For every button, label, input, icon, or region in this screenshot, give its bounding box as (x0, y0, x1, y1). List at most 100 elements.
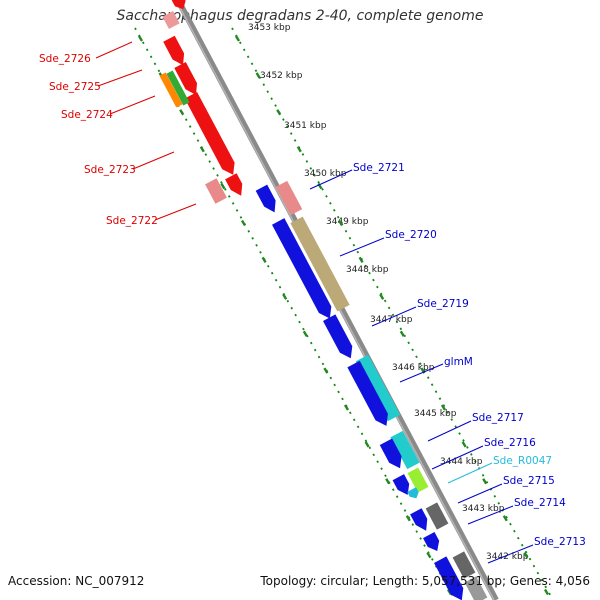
scale-tick-label: 3452 kbp (260, 71, 303, 81)
left-label-leader (95, 41, 133, 59)
right-label-leader (457, 483, 503, 504)
right-gene-label: Sde_2715 (503, 475, 555, 487)
right-gene-label: Sde_2720 (385, 229, 437, 241)
right-label-leader (431, 445, 484, 470)
left-track-dash (179, 109, 185, 116)
right-track-dash (296, 146, 302, 153)
genome-summary: Topology: circular; Length: 5,057,531 bp… (260, 574, 590, 588)
left-label-leader (154, 203, 197, 221)
left-gene-label: Sde_2726 (39, 53, 91, 65)
left-track-dash (261, 256, 267, 264)
gene-sde-2725-green (166, 70, 190, 106)
right-track-dash (255, 72, 261, 79)
right-track-dash (358, 256, 364, 264)
left-track-dash (405, 515, 411, 522)
gene-sde-2720 (271, 218, 332, 319)
left-gene-label: Sde_2724 (61, 109, 113, 121)
right-track-dash (440, 404, 447, 411)
scale-tick-label: 3450 kbp (304, 169, 347, 179)
left-track-dash (220, 182, 226, 190)
gene-labels: Sde_2726 Sde_2725 Sde_2724 Sde_2723 Sde_2722… (39, 41, 586, 564)
left-label-leader (109, 95, 156, 115)
right-gene-label: Sde_2713 (534, 536, 586, 548)
gene-partial-top (171, 0, 186, 10)
scale-tick-label: 3445 kbp (414, 409, 457, 419)
scale-tick-label: 3444 kbp (440, 457, 483, 467)
right-label-leader (467, 505, 514, 525)
left-track-dash (343, 404, 350, 411)
scale-tick-label: 3451 kbp (284, 121, 327, 131)
gene-sde-2713 (434, 556, 464, 600)
right-gene-label: glmM (444, 356, 473, 368)
left-track-dash (240, 219, 247, 227)
rna-sde-r0047-arrow (407, 487, 419, 499)
gene-sde-2722-pink (205, 178, 227, 204)
right-track-dash (276, 109, 282, 116)
right-label-leader (339, 237, 385, 257)
gene-sde-2713-grey (452, 551, 476, 579)
left-label-leader (97, 69, 143, 87)
scale-tick-label: 3442 kbp (486, 552, 529, 562)
left-track-dash (199, 146, 205, 153)
gene-sde-2715 (410, 508, 428, 531)
gene-sde-2719 (323, 314, 353, 359)
right-track-dash (523, 551, 529, 559)
left-label-leader (132, 151, 175, 170)
scale-tick-label: 3446 kbp (392, 363, 435, 373)
gene-partial-grey (464, 576, 488, 600)
left-track-dash (385, 478, 391, 485)
gene-sde-2726 (163, 35, 185, 66)
scale-ticks: 3453 kbp 3452 kbp 3451 kbp 3450 kbp 3449 kbp… (137, 23, 550, 596)
right-label-leader (427, 420, 472, 442)
left-gene-label: Sde_2722 (106, 215, 158, 227)
gene-sde-2717 (379, 438, 402, 469)
gene-sde-2725-orange (159, 72, 183, 108)
right-track-dash (379, 293, 385, 300)
left-track-dash (426, 551, 432, 559)
gene-partial-pink-top (162, 11, 180, 29)
rna-sde-r0047-green (407, 467, 429, 493)
right-track-dash (234, 35, 241, 42)
right-gene-label: Sde_2719 (417, 298, 469, 310)
gene-sde-2720-tan (290, 216, 350, 312)
right-label-leader (399, 363, 444, 383)
gene-sde-2716-cyan (390, 430, 420, 470)
left-track-dash (323, 367, 329, 374)
gene-sde-2714 (423, 532, 440, 551)
right-track-dash (482, 478, 488, 485)
scale-tick-label: 3447 kbp (370, 315, 413, 325)
right-label-leader (487, 544, 534, 564)
gene-sde-2721 (255, 184, 276, 213)
right-gene-label: Sde_2721 (353, 162, 405, 174)
gene-sde-2714-grey (425, 502, 449, 530)
gene-sde-2725 (174, 61, 198, 96)
scale-tick-label: 3443 kbp (462, 504, 505, 514)
gene-sde-2716 (392, 474, 410, 495)
scale-tick-label: 3449 kbp (326, 217, 369, 227)
left-gene-label: Sde_2723 (84, 164, 136, 176)
gene-sde-2724 (184, 91, 235, 175)
right-gene-label: Sde_2714 (514, 497, 566, 509)
left-track-dash (302, 330, 308, 337)
left-track-dash (364, 441, 370, 448)
right-gene-label: Sde_2716 (484, 437, 536, 449)
scale-tick-label: 3448 kbp (346, 265, 389, 275)
left-track-dash (137, 35, 144, 42)
right-label-leader (309, 169, 353, 190)
right-label-leader (447, 462, 493, 484)
left-gene-label: Sde_2725 (49, 81, 101, 93)
right-track-dash (502, 515, 508, 522)
gene-sde-2722-red (225, 173, 243, 196)
gene-glmm-cyan (355, 354, 401, 422)
gene-glmm (347, 360, 388, 426)
right-track-dash (399, 330, 405, 337)
right-gene-label: Sde_R0047 (493, 455, 552, 467)
right-label-leader (371, 306, 417, 327)
rna-sde-2721-pink (275, 180, 303, 216)
scale-tick-label: 3453 kbp (248, 23, 291, 33)
map-title: Saccharophagus degradans 2-40, complete … (116, 8, 484, 24)
left-track-dash (282, 293, 288, 300)
right-track-dash (337, 219, 344, 227)
accession-text: Accession: NC_007912 (8, 574, 145, 588)
